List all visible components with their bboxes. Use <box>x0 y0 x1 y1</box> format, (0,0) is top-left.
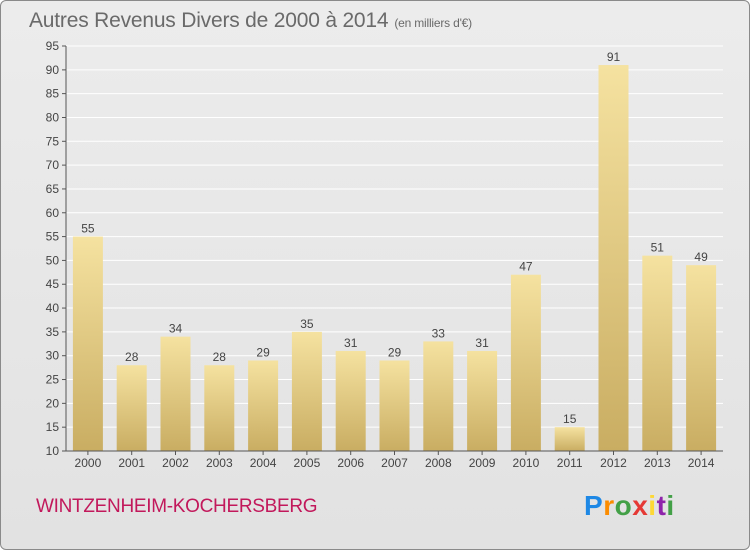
x-tick-label: 2006 <box>337 456 364 470</box>
y-tick-label: 90 <box>46 63 60 77</box>
x-tick-label: 2011 <box>557 456 583 470</box>
y-tick-label: 95 <box>46 39 60 53</box>
proxiti-logo: Proxiti <box>584 490 675 522</box>
x-tick-label: 2004 <box>250 456 277 470</box>
bar <box>686 265 717 451</box>
y-tick-label: 60 <box>46 206 60 220</box>
data-label: 55 <box>81 222 95 236</box>
x-tick-label: 2005 <box>294 456 321 470</box>
data-label: 33 <box>432 326 446 340</box>
y-tick-label: 65 <box>46 182 60 196</box>
data-labels: 55 28 34 28 29 35 31 29 33 31 47 15 91 51 49 <box>81 50 708 426</box>
y-tick-label: 55 <box>46 230 60 244</box>
y-tick-label: 85 <box>46 87 60 101</box>
bar <box>160 336 191 451</box>
bar <box>335 350 366 451</box>
bar <box>467 350 498 451</box>
x-tick-label: 2000 <box>75 456 102 470</box>
x-tick-label: 2009 <box>469 456 496 470</box>
bar <box>291 331 322 451</box>
axes: 10 15 20 25 30 35 40 45 50 55 60 65 70 75 80 85 90 95 2000… <box>46 39 723 470</box>
data-label: 29 <box>256 345 270 359</box>
bar <box>248 360 279 451</box>
bar <box>423 341 454 451</box>
bar <box>510 274 541 451</box>
bars <box>72 65 717 451</box>
y-tick-label: 15 <box>46 420 60 434</box>
x-tick-label: 2014 <box>688 456 715 470</box>
x-tick-label: 2013 <box>644 456 671 470</box>
y-tick-label: 50 <box>46 253 60 267</box>
data-label: 28 <box>213 350 227 364</box>
data-label: 28 <box>125 350 139 364</box>
bar <box>204 365 235 451</box>
x-tick-label: 2001 <box>118 456 145 470</box>
y-tick-label: 20 <box>46 396 60 410</box>
data-label: 51 <box>651 241 665 255</box>
y-tick-label: 30 <box>46 349 60 363</box>
logo-letter: P <box>584 490 604 521</box>
y-tick-label: 35 <box>46 325 60 339</box>
data-label: 29 <box>388 345 402 359</box>
data-label: 15 <box>563 412 577 426</box>
x-tick-label: 2002 <box>162 456 189 470</box>
logo-letter: i <box>648 490 657 521</box>
data-label: 31 <box>344 336 358 350</box>
x-tick-label: 2012 <box>600 456 627 470</box>
y-tick-label: 10 <box>46 444 60 458</box>
bar <box>116 365 147 451</box>
y-tick-label: 45 <box>46 277 60 291</box>
bar <box>554 427 585 451</box>
y-tick-label: 40 <box>46 301 60 315</box>
chart-title: Autres Revenus Divers de 2000 à 2014 (en … <box>29 9 472 33</box>
logo-letter: o <box>614 490 633 521</box>
x-tick-label: 2008 <box>425 456 452 470</box>
y-tick-label: 80 <box>46 110 60 124</box>
y-tick-label: 70 <box>46 158 60 172</box>
chart-subtitle: (en milliers d'€) <box>394 16 472 30</box>
data-label: 31 <box>475 336 489 350</box>
data-label: 49 <box>694 250 708 264</box>
data-label: 35 <box>300 317 314 331</box>
bar <box>379 360 410 451</box>
data-label: 47 <box>519 260 533 274</box>
data-label: 91 <box>607 50 621 64</box>
data-label: 34 <box>169 322 183 336</box>
logo-letter: r <box>603 490 615 521</box>
x-tick-label: 2003 <box>206 456 233 470</box>
chart-title-text: Autres Revenus Divers de 2000 à 2014 <box>29 9 389 32</box>
logo-letter: i <box>666 490 675 521</box>
logo-letter: x <box>632 490 649 521</box>
bar <box>642 255 673 451</box>
commune-name: WINTZENHEIM-KOCHERSBERG <box>36 496 318 517</box>
x-tick-label: 2007 <box>381 456 408 470</box>
y-tick-label: 25 <box>46 373 60 387</box>
bar <box>72 236 103 451</box>
logo-letter: t <box>656 490 667 521</box>
bar <box>598 65 629 451</box>
x-tick-label: 2010 <box>513 456 540 470</box>
y-tick-label: 75 <box>46 134 60 148</box>
